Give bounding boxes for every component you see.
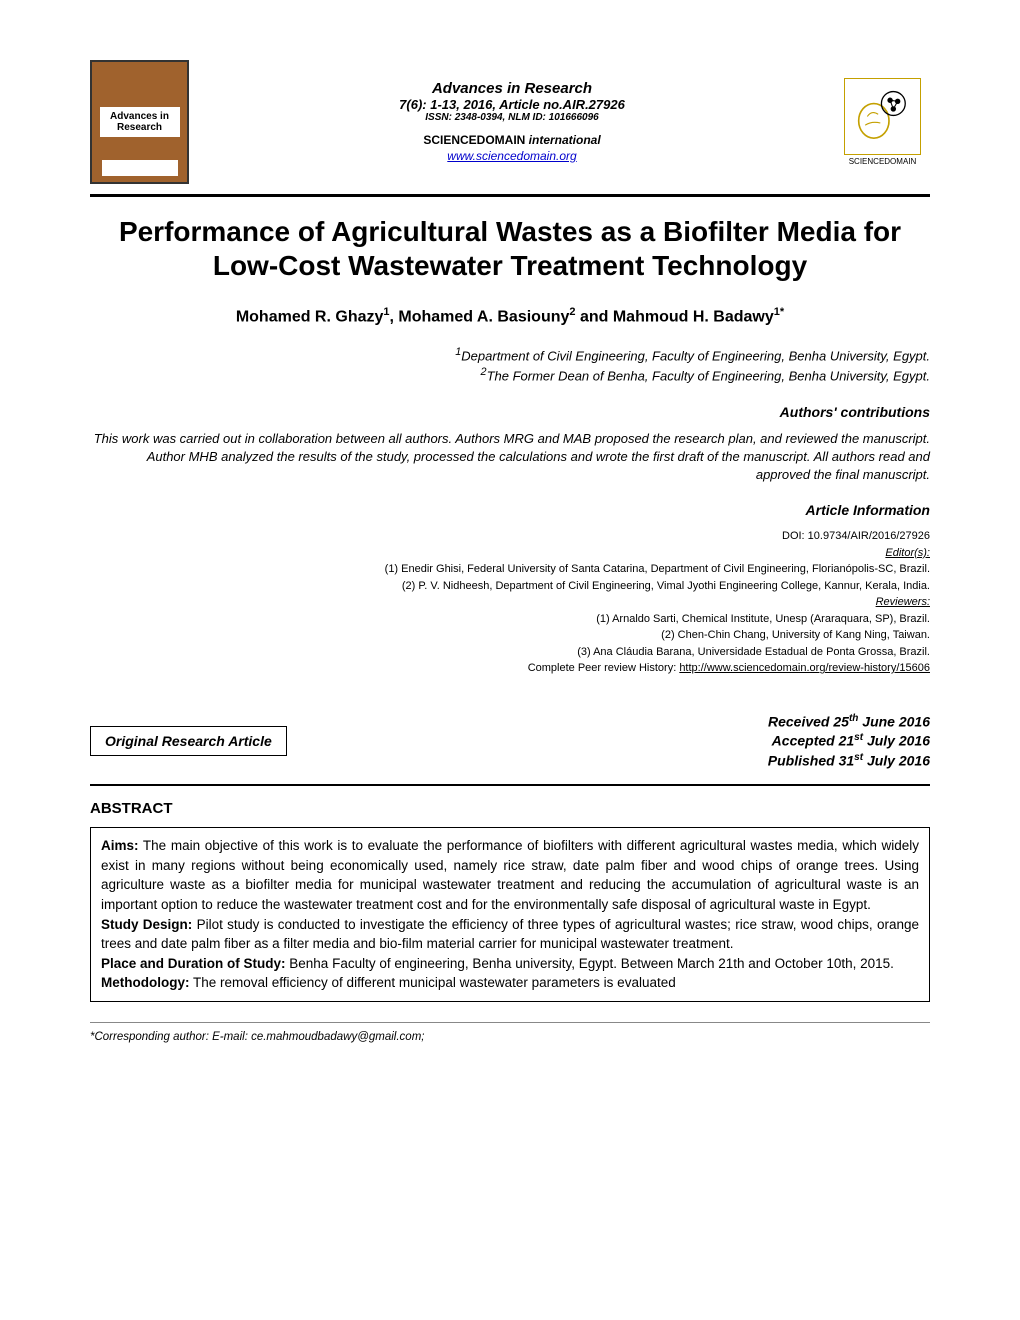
peer-review-line: Complete Peer review History: http://www… — [90, 660, 930, 677]
mid-rule — [90, 784, 930, 786]
editor-1: (1) Enedir Ghisi, Federal University of … — [90, 561, 930, 578]
publisher-name: SCIENCEDOMAIN — [423, 133, 528, 147]
place-text: Benha Faculty of engineering, Benha univ… — [286, 956, 894, 971]
abstract-heading: ABSTRACT — [90, 800, 930, 817]
design-text: Pilot study is conducted to investigate … — [101, 917, 919, 952]
article-type-box: Original Research Article — [90, 726, 287, 756]
affiliation-1: Department of Civil Engineering, Faculty… — [461, 348, 930, 363]
authors-line: Mohamed R. Ghazy1, Mohamed A. Basiouny2 … — [90, 306, 930, 326]
dates-row: Original Research Article Received 25th … — [90, 712, 930, 771]
header-rule — [90, 194, 930, 197]
publisher-url-link[interactable]: www.sciencedomain.org — [447, 149, 576, 163]
date-accepted: Accepted 21st July 2016 — [768, 731, 930, 751]
peer-review-prefix: Complete Peer review History: — [528, 662, 680, 674]
journal-meta: Advances in Research 7(6): 1-13, 2016, A… — [189, 80, 835, 165]
contributions-text: This work was carried out in collaborati… — [90, 430, 930, 485]
barcode-placeholder — [102, 160, 178, 176]
journal-cover-label: Advances in Research — [100, 107, 180, 137]
journal-cover-thumb: Advances in Research — [90, 60, 189, 184]
header-row: Advances in Research Advances in Researc… — [90, 60, 930, 184]
publisher-line: SCIENCEDOMAIN international — [189, 133, 835, 147]
methodology-label: Methodology: — [101, 975, 189, 990]
article-title: Performance of Agricultural Wastes as a … — [90, 215, 930, 282]
publisher-suffix: international — [529, 133, 601, 147]
article-info-label: Article Information — [90, 502, 930, 518]
contributions-label: Authors' contributions — [90, 404, 930, 420]
place-label: Place and Duration of Study: — [101, 956, 286, 971]
publisher-logo-caption: SCIENCEDOMAIN — [835, 157, 930, 166]
peer-review-link[interactable]: http://www.sciencedomain.org/review-hist… — [679, 662, 930, 674]
publisher-logo: SCIENCEDOMAIN — [835, 78, 930, 166]
brain-icon — [850, 84, 915, 149]
reviewers-label: Reviewers: — [90, 594, 930, 611]
reviewer-3: (3) Ana Cláudia Barana, Universidade Est… — [90, 644, 930, 661]
abstract-box: Aims: The main objective of this work is… — [90, 827, 930, 1002]
affiliation-2: The Former Dean of Benha, Faculty of Eng… — [487, 368, 930, 383]
date-received: Received 25th June 2016 — [768, 712, 930, 732]
editors-label: Editor(s): — [90, 545, 930, 562]
date-published: Published 31st July 2016 — [768, 751, 930, 771]
methodology-text: The removal efficiency of different muni… — [189, 975, 675, 990]
article-info-block: DOI: 10.9734/AIR/2016/27926 Editor(s): (… — [90, 528, 930, 677]
doi-line: DOI: 10.9734/AIR/2016/27926 — [90, 528, 930, 545]
aims-label: Aims: — [101, 838, 139, 853]
editor-2: (2) P. V. Nidheesh, Department of Civil … — [90, 578, 930, 595]
aims-text: The main objective of this work is to ev… — [101, 838, 919, 912]
affiliations: 1Department of Civil Engineering, Facult… — [90, 345, 930, 386]
footer-rule — [90, 1022, 930, 1023]
reviewer-1: (1) Arnaldo Sarti, Chemical Institute, U… — [90, 611, 930, 628]
corresponding-author-note: *Corresponding author: E-mail: ce.mahmou… — [90, 1031, 930, 1043]
journal-name: Advances in Research — [189, 80, 835, 97]
reviewer-2: (2) Chen-Chin Chang, University of Kang … — [90, 627, 930, 644]
publication-dates: Received 25th June 2016 Accepted 21st Ju… — [768, 712, 930, 771]
publisher-logo-box — [844, 78, 921, 155]
design-label: Study Design: — [101, 917, 192, 932]
issn-line: ISSN: 2348-0394, NLM ID: 101666096 — [189, 112, 835, 123]
journal-issue: 7(6): 1-13, 2016, Article no.AIR.27926 — [189, 97, 835, 112]
